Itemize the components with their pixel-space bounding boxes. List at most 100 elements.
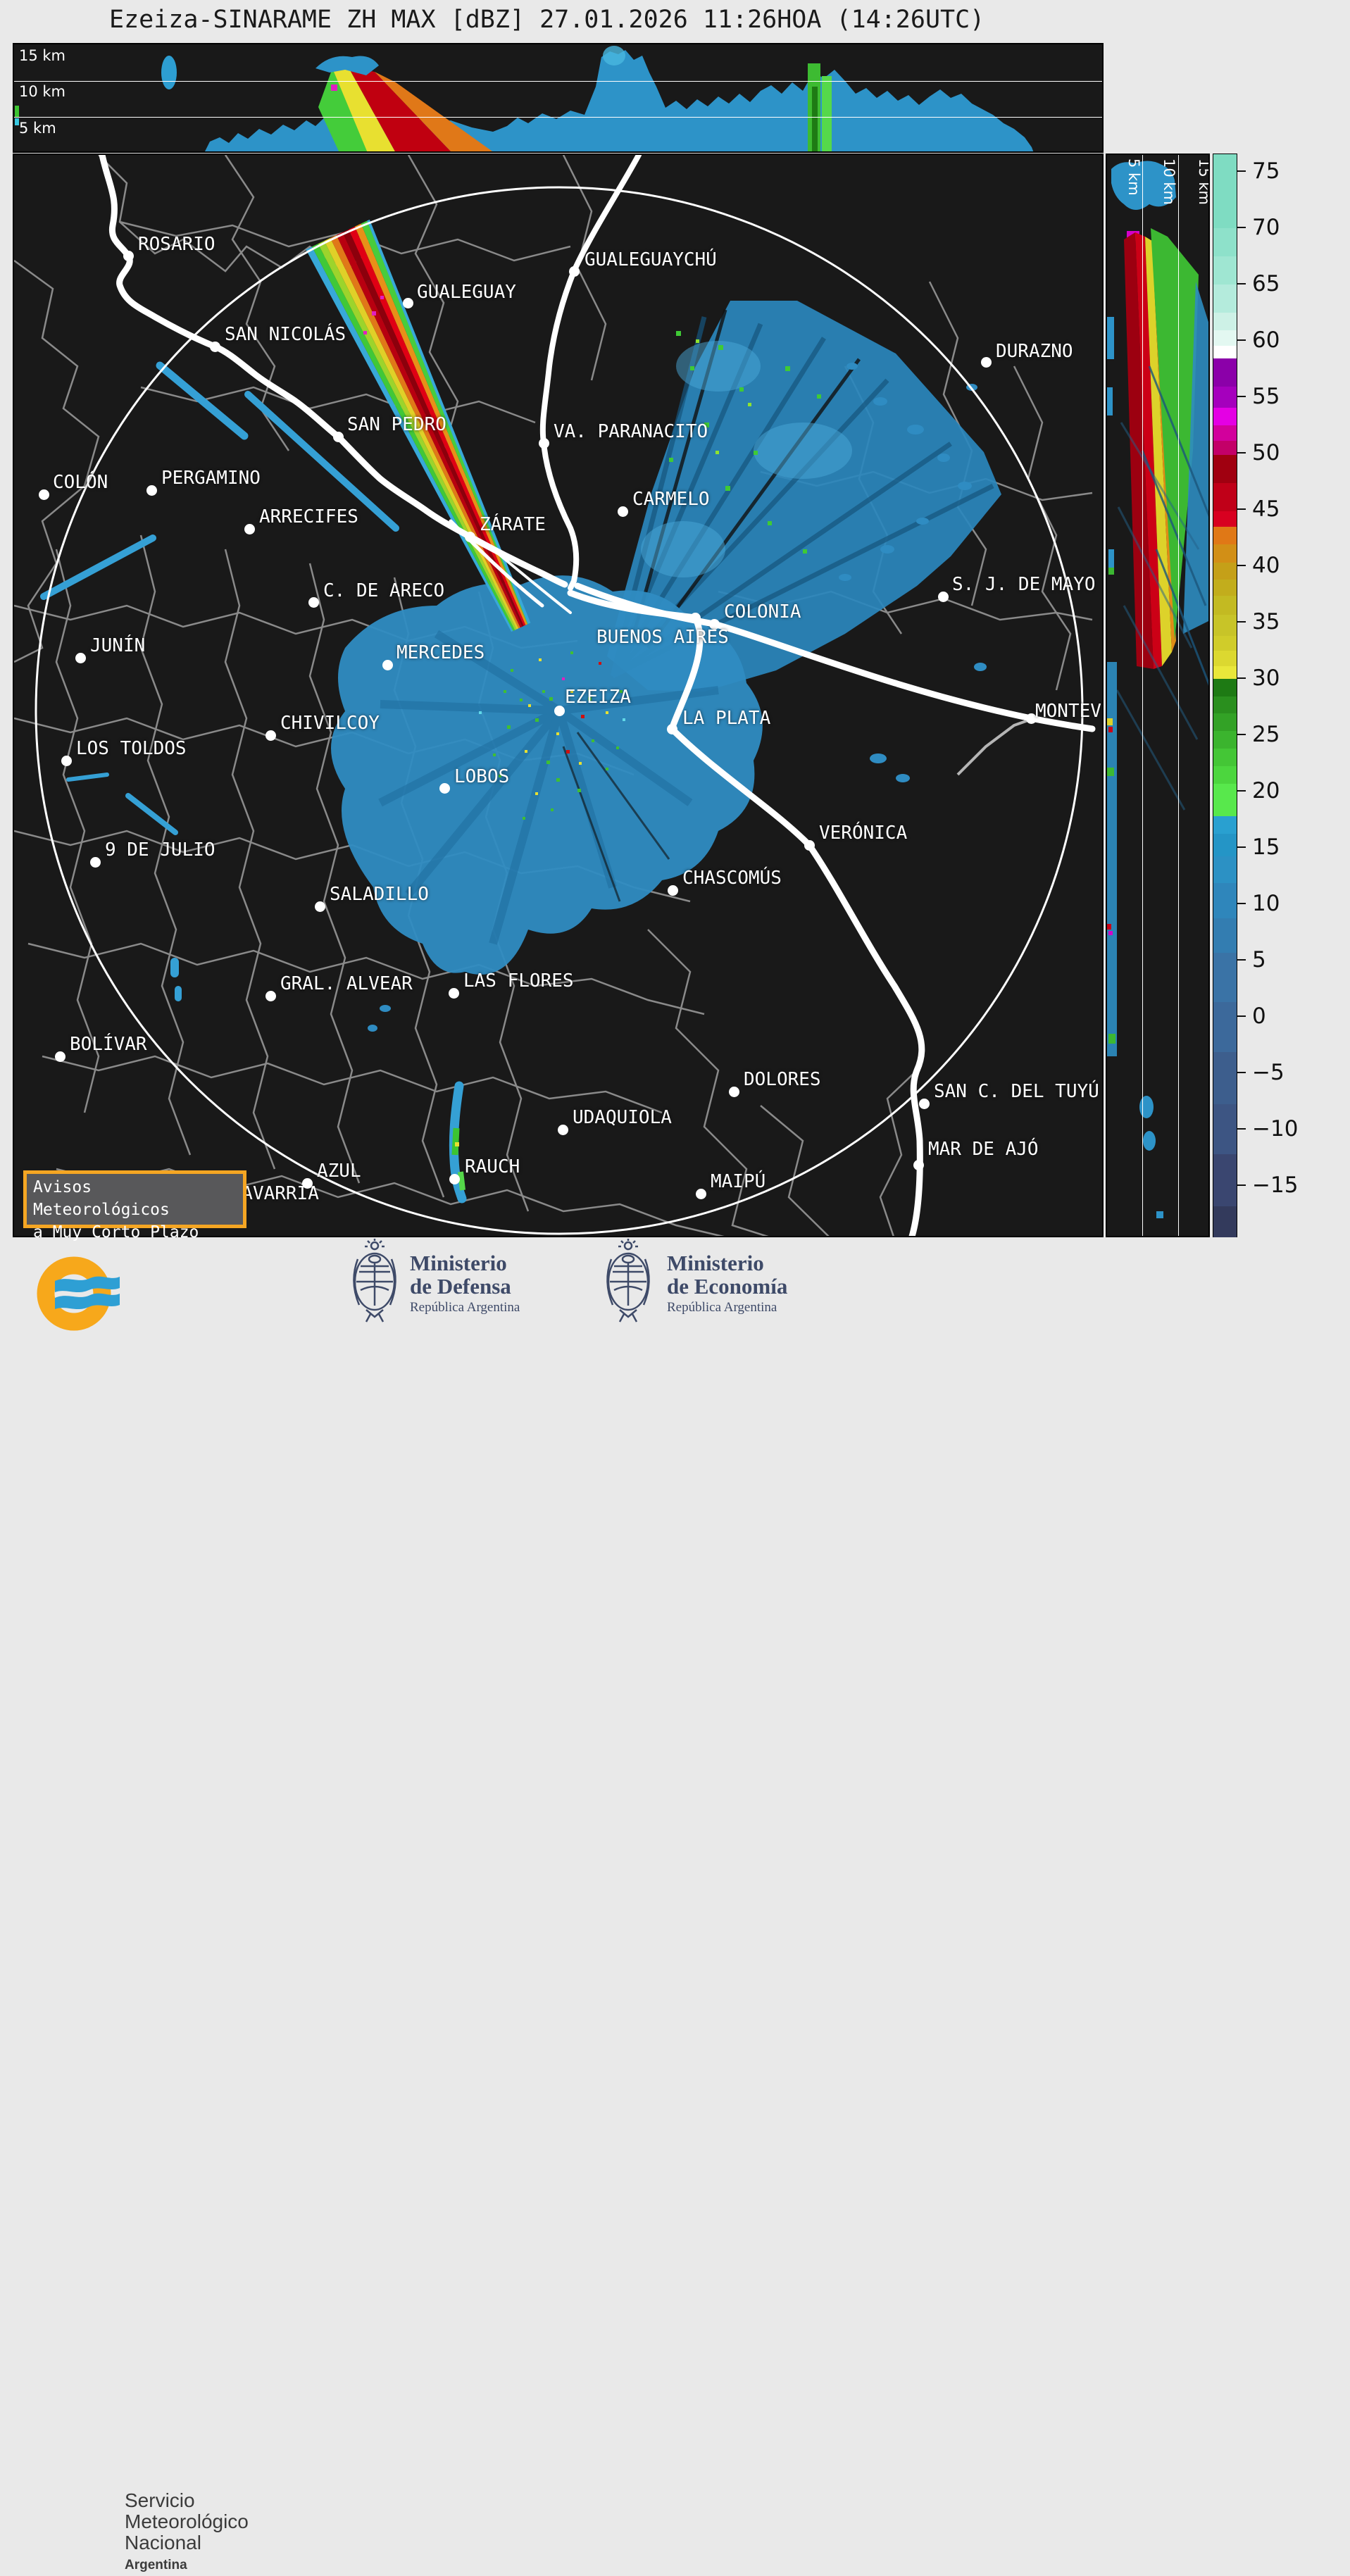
city-dot [538, 437, 549, 449]
city-label: 9 DE JULIO [105, 839, 215, 861]
city-label: COLÓN [53, 472, 108, 493]
city-dot [464, 531, 475, 542]
colorbar-band [1213, 527, 1237, 544]
colorbar-band [1213, 154, 1237, 228]
colorbar-band [1213, 441, 1237, 455]
city-dot [146, 484, 157, 496]
city-dot [54, 1051, 65, 1062]
city-dot [554, 705, 565, 716]
city-dot [61, 755, 72, 766]
colorbar-band [1213, 651, 1237, 666]
smn-logo-icon [37, 1256, 120, 1331]
city-label: ZÁRATE [480, 514, 546, 535]
colorbar-band [1213, 636, 1237, 651]
colorbar-band [1213, 425, 1237, 441]
city-dot [449, 1173, 460, 1184]
colorbar-tick [1237, 339, 1246, 341]
economia-title1: Ministerio [667, 1251, 764, 1275]
economia-escudo-icon [606, 1239, 650, 1323]
colorbar-tick-label: 70 [1252, 215, 1280, 240]
city-label: MAIPÚ [711, 1171, 766, 1192]
city-dot [708, 618, 720, 630]
right-panel-10km-line [1178, 155, 1179, 1236]
city-label: MONTEVIDEO [1035, 701, 1102, 722]
city-label: BUENOS AIRES [596, 627, 729, 648]
top-cross-section-echoes [15, 46, 1034, 151]
colorbar-band [1213, 713, 1237, 731]
colorbar-band [1213, 511, 1237, 527]
city-dot [265, 990, 276, 1001]
city-label: DURAZNO [996, 341, 1073, 362]
defensa-title1: Ministerio [410, 1251, 507, 1275]
city-label: COLONIA [724, 601, 801, 623]
smn-line3: Nacional [125, 2532, 201, 2553]
colorbar-band [1213, 615, 1237, 636]
city-label: LOBOS [454, 766, 510, 787]
city-label: VA. PARANACITO [554, 421, 708, 442]
city-label: CHASCOMÚS [682, 868, 782, 889]
colorbar-tick [1237, 846, 1246, 848]
colorbar-band [1213, 666, 1237, 679]
colorbar-band [1213, 1052, 1237, 1104]
right-panel-label-10km: 10 km [1161, 158, 1177, 206]
alert-banner[interactable]: Avisos Meteorológicos a Muy Corto Plazo [23, 1170, 246, 1242]
city-label: JUNÍN [90, 635, 146, 656]
city-dot [937, 591, 949, 602]
city-label: UDAQUIOLA [573, 1107, 672, 1128]
colorbar-tick [1237, 677, 1246, 679]
page-title: Ezeiza-SINARAME ZH MAX [dBZ] 27.01.2026 … [109, 6, 985, 34]
right-panel-5km-line [1142, 155, 1143, 1236]
city-label: MERCEDES [396, 642, 485, 663]
footer: Servicio Meteorológico Nacional Argentin… [0, 1237, 1350, 2572]
colorbar-tick-label: 40 [1252, 553, 1280, 578]
city-dot [402, 297, 413, 308]
city-dot [332, 431, 344, 442]
economia-subtitle: República Argentina [667, 1300, 777, 1315]
city-label: AZUL [317, 1161, 361, 1182]
city-label: ARRECIFES [259, 506, 358, 527]
top-panel-label-10km: 10 km [19, 83, 66, 100]
colorbar-tick-label: 5 [1252, 947, 1266, 973]
right-cross-section-panel: 5 km 10 km 15 km [1106, 154, 1210, 1237]
colorbar-tick [1237, 903, 1246, 904]
colorbar-tick-label: 0 [1252, 1003, 1266, 1029]
colorbar-tick-label: 60 [1252, 327, 1280, 353]
city-label: C. DE ARECO [323, 580, 445, 601]
city-dot [308, 596, 319, 608]
smn-line1: Servicio [125, 2489, 195, 2511]
city-dot [301, 1177, 313, 1189]
colorbar-band [1213, 455, 1237, 483]
colorbar-tick [1237, 508, 1246, 510]
city-dot [209, 341, 220, 352]
alert-line1: Avisos Meteorológicos [33, 1178, 170, 1219]
city-label: GRAL. ALVEAR [280, 973, 413, 994]
city-label: LA PLATA [682, 708, 771, 729]
city-dot [1025, 713, 1037, 724]
city-dot [75, 652, 86, 663]
city-label: GUALEGUAYCHÚ [585, 249, 717, 270]
colorbar-tick [1237, 170, 1246, 172]
colorbar-band [1213, 953, 1237, 1002]
city-label: CARMELO [632, 489, 710, 510]
colorbar-tick-label: 45 [1252, 496, 1280, 522]
colorbar-band [1213, 346, 1237, 358]
scattered-echo-dots [368, 363, 987, 1032]
alert-line2: a Muy Corto Plazo [33, 1223, 199, 1242]
colorbar-tick-label: −15 [1252, 1173, 1299, 1198]
city-dot [38, 489, 49, 500]
defensa-escudo-icon [353, 1239, 396, 1323]
colorbar-tick [1237, 227, 1246, 228]
colorbar-tick-label: −5 [1252, 1060, 1285, 1085]
smn-line4: Argentina [125, 2558, 187, 2572]
colorbar-tick [1237, 1184, 1246, 1186]
city-dot [980, 356, 992, 368]
city-label: GUALEGUAY [417, 282, 516, 303]
colorbar-tick [1237, 621, 1246, 623]
top-panel-10km-line [14, 81, 1102, 82]
city-dot [913, 1159, 924, 1170]
city-label: SAN NICOLÁS [225, 324, 346, 345]
right-cross-section-echoes [1107, 161, 1208, 1218]
colorbar-tick-label: 50 [1252, 440, 1280, 465]
city-dot [568, 265, 580, 277]
colorbar-tick-label: 75 [1252, 158, 1280, 184]
